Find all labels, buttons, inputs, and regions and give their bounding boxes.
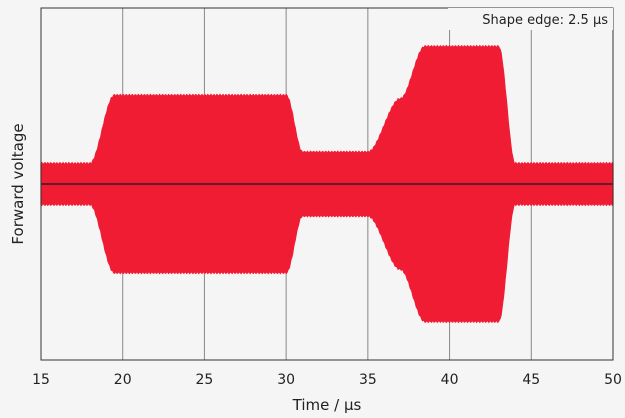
plot-frame xyxy=(40,7,614,361)
y-axis-label: Forward voltage xyxy=(9,123,27,244)
x-tick-label-50: 50 xyxy=(604,372,622,388)
x-tick-labels: 15 20 25 30 35 40 45 50 xyxy=(32,372,622,388)
x-tick-label-20: 20 xyxy=(114,372,132,388)
x-tick-label-35: 35 xyxy=(359,372,377,388)
x-tick-label-45: 45 xyxy=(522,372,540,388)
x-tick-label-40: 40 xyxy=(441,372,459,388)
shape-edge-annotation: Shape edge: 2.5 µs xyxy=(482,13,608,28)
annotation-box xyxy=(448,8,613,30)
x-tick-label-25: 25 xyxy=(196,372,214,388)
x-tick-label-15: 15 xyxy=(32,372,50,388)
x-axis-label: Time / µs xyxy=(292,396,362,414)
x-tick-label-30: 30 xyxy=(277,372,295,388)
